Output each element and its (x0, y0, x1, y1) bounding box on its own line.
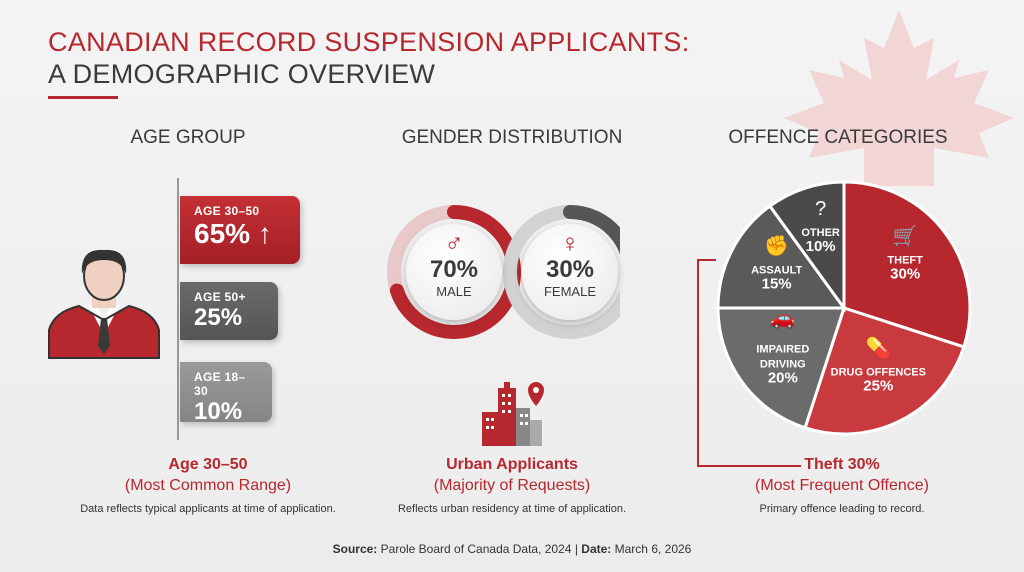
female-symbol-icon: ♀ (560, 228, 580, 258)
offence-caption-note: Primary offence leading to record. (759, 503, 925, 515)
person-icon (48, 249, 160, 359)
source-label: Source: (332, 542, 378, 556)
age-value: 65% ↑ (194, 218, 272, 249)
male-label: MALE (436, 284, 472, 299)
age-label: AGE 30–50 (194, 204, 260, 218)
page-title: CANADIAN RECORD SUSPENSION APPLICANTS: A… (48, 26, 690, 90)
pie-slice-value: 25% (863, 377, 893, 394)
title-underline (48, 96, 118, 99)
offence-caption-main: Theft 30% (804, 456, 880, 473)
pie-slice-label: DRIVING (760, 358, 806, 370)
pie-slice-value: 20% (768, 369, 798, 386)
female-label: FEMALE (543, 284, 596, 299)
pie-slice-value: 10% (806, 238, 836, 255)
male-value: 70% (429, 256, 479, 283)
female-value: 30% (545, 256, 595, 283)
male-symbol-icon: ♂ (444, 228, 464, 258)
age-label: AGE 50+ (194, 290, 246, 304)
age-bar-18-30: AGE 18–30 10% (180, 362, 272, 425)
title-line-1: CANADIAN RECORD SUSPENSION APPLICANTS: (48, 27, 690, 57)
age-axis-line (177, 178, 179, 440)
offence-caption-sub: (Most Frequent Offence) (755, 477, 929, 494)
age-caption-sub: (Most Common Range) (124, 477, 292, 494)
city-buildings-icon (482, 382, 544, 446)
age-value: 25% (194, 304, 243, 331)
gender-caption-main: Urban Applicants (446, 456, 578, 473)
pie-slice-theft (842, 180, 972, 349)
car-icon: 🚗 (770, 307, 795, 329)
age-section-title: AGE GROUP (130, 127, 246, 148)
age-label: AGE 18–30 (194, 370, 246, 398)
age-caption-main: Age 30–50 (168, 456, 248, 473)
pie-slice-assault (716, 203, 847, 310)
pie-slice-drug-offences (803, 306, 966, 436)
gender-caption-note: Reflects urban residency at time of appl… (397, 503, 627, 515)
age-bar-50-plus: AGE 50+ 25% (180, 282, 278, 340)
age-bar-30-50: AGE 30–50 65% ↑ (180, 196, 300, 264)
pie-slice-other (767, 180, 846, 313)
pie-slice-label: DRUG OFFENCES (831, 366, 926, 378)
footer: Source: Parole Board of Canada Data, 202… (0, 542, 1024, 556)
age-value: 10% (194, 398, 243, 425)
age-caption-note: Data reflects typical applicants at time… (80, 503, 336, 515)
maple-leaf-icon (784, 10, 1014, 186)
pie-slice-value: 30% (890, 266, 920, 283)
pie-slice-label: IMPAIRED (756, 343, 809, 355)
footer-separator: | (574, 542, 578, 556)
male-circle: ♂ 70% MALE (406, 224, 502, 320)
pie-slice-value: 15% (762, 276, 792, 293)
pie-slice-impaired-driving (716, 306, 847, 430)
date-text: March 6, 2026 (614, 542, 692, 556)
question-icon: ? (815, 198, 826, 220)
cart-icon: 🛒 (893, 224, 918, 248)
gender-ring-arc-male (389, 205, 521, 339)
gender-rings (387, 205, 620, 339)
date-label: Date: (581, 542, 612, 556)
title-line-2: A DEMOGRAPHIC OVERVIEW (48, 59, 436, 89)
gender-section-title: GENDER DISTRIBUTION (401, 127, 623, 148)
gender-caption-sub: (Majority of Requests) (433, 477, 591, 494)
pie-slice-label: ASSAULT (751, 265, 802, 277)
pills-icon: 💊 (866, 335, 891, 359)
pie-slice-label: THEFT (887, 255, 923, 267)
gender-ring-arc-female (563, 205, 620, 255)
connector-line (697, 259, 801, 467)
offence-section-title: OFFENCE CATEGORIES (728, 127, 948, 148)
fist-icon: ✊ (764, 235, 789, 258)
pie-slice-label: OTHER (801, 227, 840, 239)
female-circle: ♀ 30% FEMALE (522, 224, 618, 320)
source-text: Parole Board of Canada Data, 2024 (380, 542, 572, 556)
